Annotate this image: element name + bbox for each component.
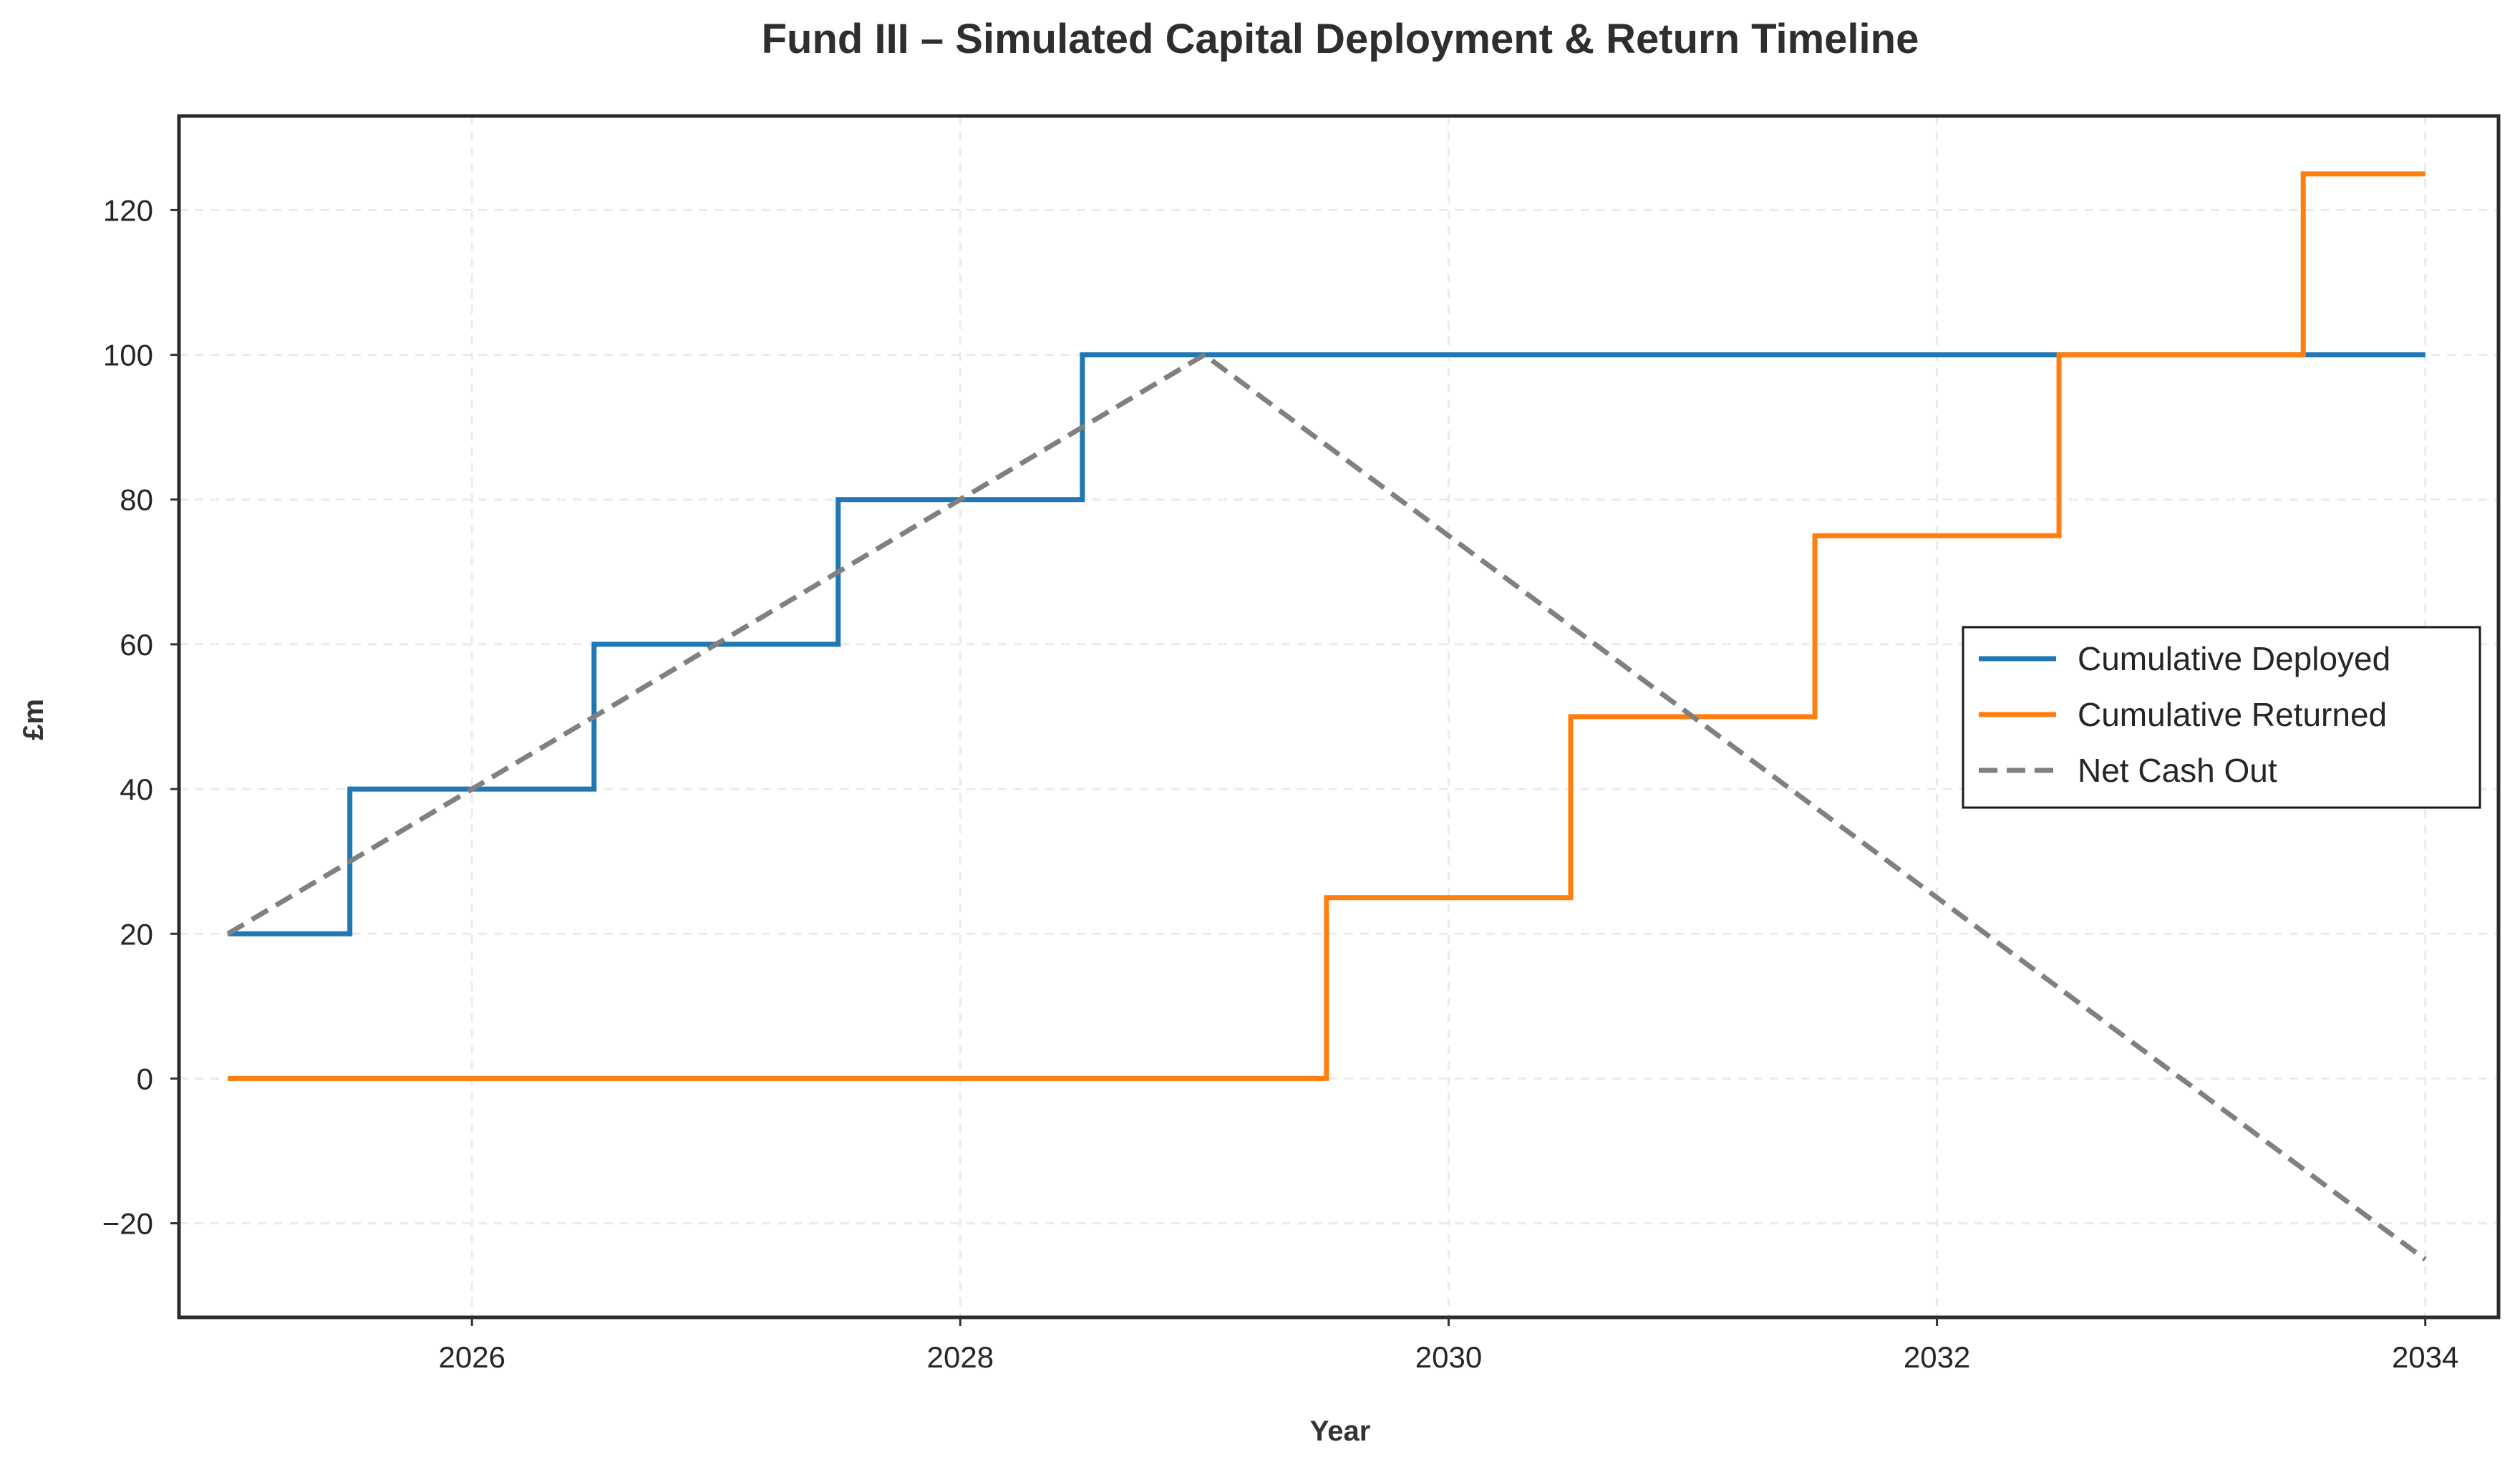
legend-label: Net Cash Out bbox=[2078, 752, 2277, 789]
y-axis-label: £m bbox=[18, 699, 49, 740]
y-tick-label: 60 bbox=[120, 628, 153, 662]
x-tick-label: 2026 bbox=[439, 1340, 505, 1374]
series-line-net-cash-out bbox=[226, 352, 2427, 1262]
x-tick-label: 2032 bbox=[1904, 1340, 1970, 1374]
series-layer bbox=[226, 171, 2427, 1262]
legend-label: Cumulative Returned bbox=[2078, 696, 2387, 733]
y-tick-label: 100 bbox=[103, 339, 153, 372]
x-axis-label: Year bbox=[1310, 1415, 1371, 1447]
y-tick-label: 40 bbox=[120, 773, 153, 806]
legend: Cumulative Deployed Cumulative Returned Ne… bbox=[1962, 626, 2481, 809]
series-line-cumulative-returned bbox=[228, 171, 2426, 1081]
legend-label: Cumulative Deployed bbox=[2078, 640, 2390, 677]
tick-layer: 2026 2028 2030 2032 2034 −20 0 20 40 60 80 100 120 bbox=[102, 193, 2459, 1374]
y-tick-label: 0 bbox=[137, 1062, 153, 1095]
chart-title: Fund III – Simulated Capital Deployment … bbox=[762, 16, 1919, 62]
x-tick-label: 2030 bbox=[1415, 1340, 1482, 1374]
y-tick-label: 120 bbox=[103, 193, 153, 227]
y-tick-label: −20 bbox=[102, 1207, 153, 1241]
x-tick-label: 2028 bbox=[927, 1340, 994, 1374]
x-tick-label: 2034 bbox=[2392, 1340, 2458, 1374]
y-tick-label: 80 bbox=[120, 483, 153, 517]
plot-frame bbox=[177, 114, 2501, 1320]
y-tick-label: 20 bbox=[120, 917, 153, 951]
